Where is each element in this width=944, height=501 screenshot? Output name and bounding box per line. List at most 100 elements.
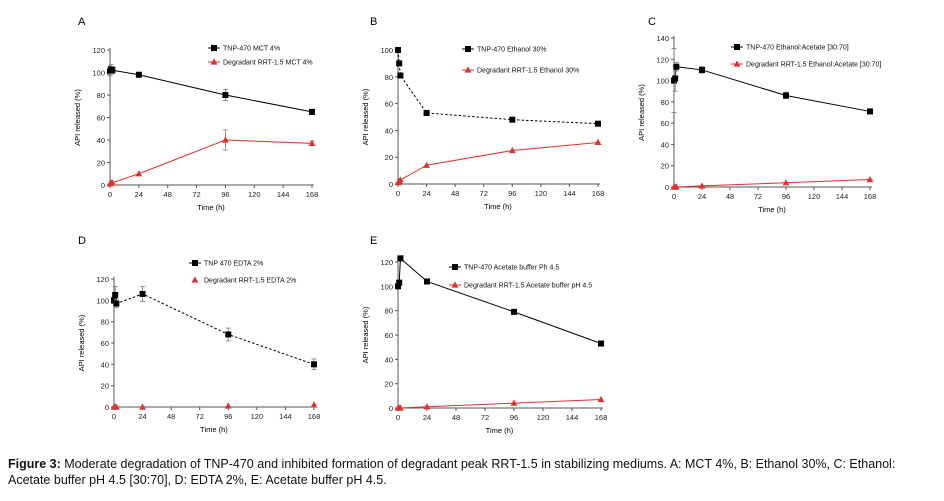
data-point [311, 361, 317, 368]
legend-entry: TNP 470 EDTA 2% [189, 260, 263, 268]
data-point [396, 60, 403, 67]
legend-marker [734, 44, 740, 50]
legend-label: Degradant RRT-1.5 Acetate buffer pH 4.5 [464, 283, 592, 290]
y-tick-label: 0 [105, 403, 109, 412]
data-point [508, 146, 516, 154]
x-tick-label: 144 [277, 190, 290, 199]
chart-panel-b: B 0 20 40 60 80 100 0 24 48 72 96 120 144 168 Time (h) A… [361, 16, 604, 211]
y-axis-label: API released (%) [361, 88, 370, 145]
series-tnp-470 [395, 47, 601, 127]
legend-marker [451, 281, 459, 288]
data-point [112, 292, 119, 298]
x-tick-label: 0 [396, 413, 400, 422]
data-point [135, 170, 143, 177]
x-tick-label: 48 [164, 190, 172, 199]
y-tick-label: 120 [96, 275, 109, 284]
panel-label: A [78, 16, 86, 28]
y-tick-label: 0 [665, 183, 669, 192]
y-tick-label: 40 [385, 126, 393, 135]
legend-entry: Degradant RRT-1.5 Ethanol 30% [462, 66, 579, 75]
data-point [222, 92, 229, 98]
x-tick-label: 48 [452, 413, 460, 422]
x-tick-label: 0 [108, 190, 112, 199]
legend-label: Degradant RRT-1.5 EDTA 2% [204, 278, 296, 285]
data-point [698, 182, 706, 189]
y-tick-label: 80 [101, 318, 109, 327]
data-point [395, 47, 401, 53]
x-tick-label: 96 [510, 413, 518, 422]
x-tick-label: 144 [836, 192, 849, 201]
x-tick-label: 48 [726, 192, 734, 201]
legend-label: TNP-470 Acetate buffer Ph 4.5 [464, 265, 559, 272]
x-tick-label: 72 [480, 189, 488, 198]
data-point [109, 179, 116, 186]
x-tick-label: 120 [251, 412, 264, 421]
x-tick-label: 168 [592, 189, 605, 198]
data-point [597, 395, 605, 403]
y-tick-label: 120 [92, 46, 105, 55]
x-tick-label: 96 [224, 412, 232, 421]
y-tick-label: 0 [101, 181, 105, 190]
legend-entry: TNP-470 Ethanol:Acetate [30:70] [731, 44, 849, 52]
x-tick-label: 168 [306, 190, 319, 199]
y-tick-label: 120 [380, 258, 393, 267]
data-point [423, 109, 430, 116]
y-tick-label: 100 [380, 46, 393, 55]
chart-panel-d: D 0 20 40 60 80 100 120 0 24 48 72 96 120 144 168 Time (… [77, 235, 320, 434]
x-tick-label: 0 [112, 412, 116, 421]
legend-entry: Degradant RRT-1.5 Ethanol:Acetate [30:70… [731, 60, 881, 69]
data-point [396, 279, 403, 286]
panel-label: B [370, 16, 377, 28]
data-point [423, 161, 430, 168]
panel-label: C [648, 16, 656, 28]
data-point [112, 403, 120, 410]
x-tick-label: 120 [535, 189, 548, 198]
data-point [782, 179, 790, 186]
data-point [111, 297, 117, 304]
caption-text: Moderate degradation of TNP-470 and inhi… [8, 457, 896, 487]
legend-entry: TNP-470 MCT 4% [208, 45, 280, 53]
x-tick-label: 168 [864, 192, 877, 201]
x-tick-label: 48 [167, 412, 175, 421]
y-tick-label: 60 [97, 114, 105, 123]
y-tick-label: 40 [101, 360, 109, 369]
panel-label: D [78, 235, 86, 247]
y-tick-label: 40 [385, 355, 393, 364]
data-point [397, 404, 404, 411]
series-tnp-470 [395, 255, 604, 347]
data-point [598, 340, 604, 347]
legend-marker [465, 46, 471, 52]
data-point [866, 175, 874, 183]
x-axis-label: Time (h) [484, 202, 512, 211]
series-line [113, 293, 315, 365]
y-axis-label: API released (%) [361, 306, 370, 363]
x-tick-label: 96 [221, 190, 229, 199]
data-point [396, 176, 404, 183]
x-tick-label: 144 [279, 412, 292, 421]
x-tick-label: 168 [595, 413, 608, 422]
legend-entry: Degradant RRT-1.5 Acetate buffer pH 4.5 [449, 281, 592, 290]
data-point [310, 401, 318, 408]
y-tick-label: 60 [385, 331, 393, 340]
x-axis-label: Time (h) [200, 425, 228, 434]
y-tick-label: 100 [380, 282, 393, 291]
x-tick-label: 72 [196, 412, 204, 421]
data-point [109, 67, 116, 74]
series-tnp-470 [671, 48, 873, 115]
x-tick-label: 0 [672, 192, 676, 201]
legend-label: TNP-470 Ethanol:Acetate [30:70] [746, 45, 849, 52]
data-point [423, 403, 431, 410]
y-tick-label: 60 [101, 339, 109, 348]
y-tick-label: 100 [92, 69, 105, 78]
legend-label: Degradant RRT-1.5 Ethanol 30% [477, 68, 579, 75]
data-point [139, 403, 146, 410]
data-point [594, 138, 602, 146]
y-axis-label: API released (%) [637, 84, 646, 141]
series-tnp-470 [107, 64, 315, 115]
legend-marker [191, 276, 199, 283]
data-point [699, 66, 705, 73]
data-point [397, 255, 404, 262]
caption-label: Figure 3: [8, 457, 61, 471]
data-point [395, 283, 401, 290]
